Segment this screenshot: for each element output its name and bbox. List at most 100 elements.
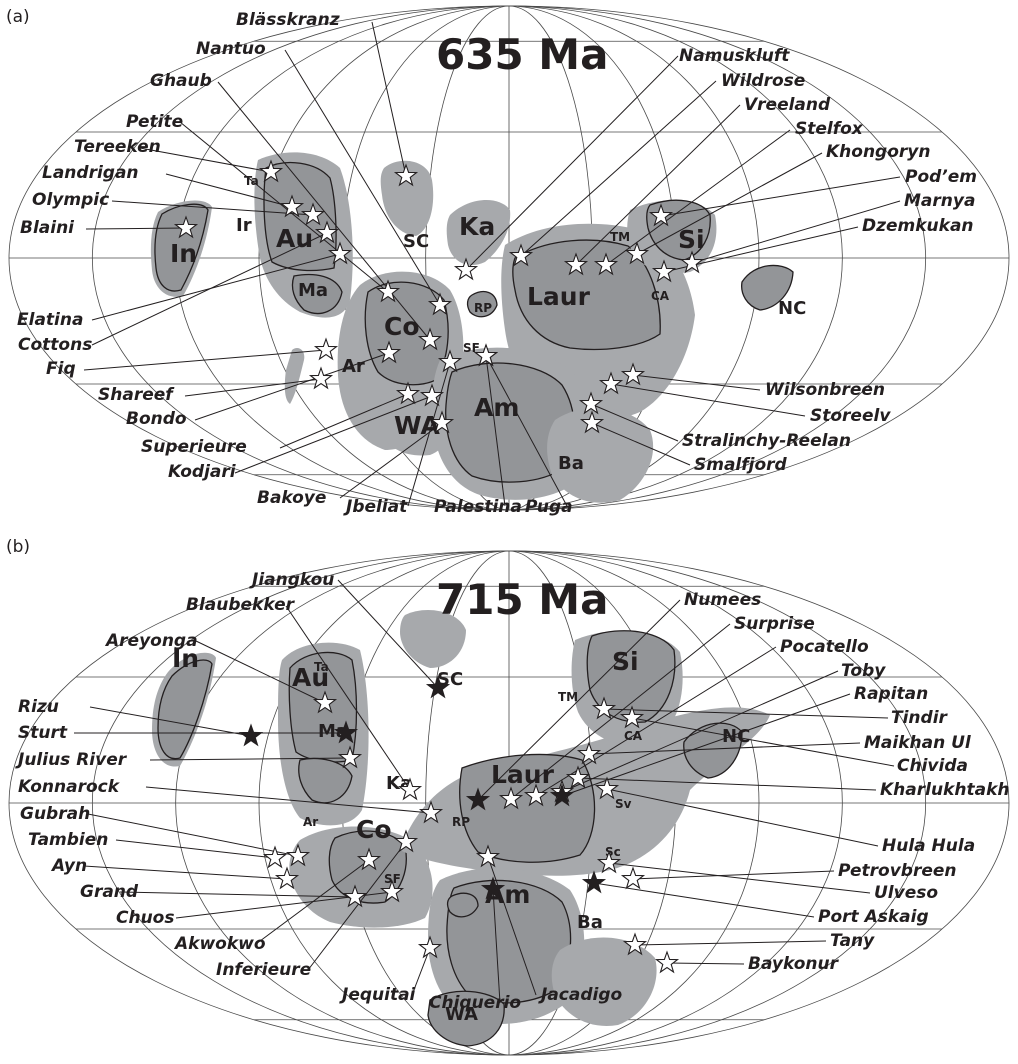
west-africa-craton	[427, 990, 505, 1047]
leader-line	[337, 579, 439, 689]
map-title: 635 Ma	[436, 30, 608, 79]
site-label: Grand	[80, 882, 139, 902]
site-label: Pocatello	[780, 637, 869, 657]
leader-line	[561, 670, 839, 793]
craton-label: NC	[722, 726, 750, 747]
site-label: Kodjari	[168, 462, 237, 482]
leader-line	[691, 200, 901, 264]
panel-letter: (b)	[6, 537, 30, 557]
site-label: Akwokwo	[173, 934, 266, 954]
craton-label: TM	[558, 690, 578, 704]
leader-line	[590, 403, 679, 442]
leader-line	[119, 891, 356, 898]
site-label: Ayn	[50, 856, 87, 876]
craton-label: Sv	[615, 797, 632, 811]
site-label: Bondo	[126, 409, 187, 429]
filled-star-icon	[582, 871, 606, 893]
site-label: Pod’em	[905, 167, 977, 187]
site-label: Tereeken	[74, 137, 161, 157]
open-star-icon	[655, 951, 679, 973]
leader-line	[631, 717, 895, 767]
site-labels: Blässkranz Nantuo Ghaub Petite Tereeken …	[17, 10, 977, 517]
open-star-icon	[314, 338, 338, 360]
site-label: Jbeliat	[343, 497, 408, 517]
leader-line	[83, 865, 288, 880]
site-label: Chivida	[897, 756, 968, 776]
site-label: Wildrose	[721, 71, 805, 91]
site-label: Namuskluft	[679, 46, 790, 66]
leader-line	[279, 393, 409, 449]
site-label: Tindir	[891, 708, 949, 728]
leader-line	[87, 813, 299, 857]
kalahari-block	[446, 200, 511, 266]
south-china-block	[380, 160, 434, 236]
leader-line	[632, 374, 761, 391]
craton-label: In	[170, 239, 197, 268]
leader-line	[603, 708, 889, 719]
rio-plata-craton	[446, 892, 479, 918]
leader-line	[91, 232, 328, 346]
leader-line	[577, 777, 877, 791]
leader-lines	[74, 579, 895, 1004]
leader-line	[591, 422, 691, 466]
craton-label: CA	[651, 289, 670, 303]
leader-line	[149, 757, 351, 761]
leader-line	[492, 888, 501, 1004]
site-label: Sturt	[18, 723, 68, 743]
site-label: Cottons	[18, 335, 92, 355]
site-label: Chuos	[116, 908, 174, 928]
baltica-block	[551, 937, 657, 1026]
leader-line	[411, 947, 431, 996]
filled-star-icon	[239, 724, 263, 746]
site-label: Smalfjord	[694, 455, 788, 475]
leader-line	[606, 788, 879, 847]
siberia-craton	[586, 630, 676, 723]
site-label: Ulveso	[874, 883, 938, 903]
leader-line	[608, 862, 871, 894]
leader-line	[85, 227, 187, 230]
mawson-craton	[291, 273, 343, 315]
craton-label: Co	[384, 312, 420, 341]
craton-label: Co	[356, 815, 392, 844]
site-label: Petrovbreen	[838, 861, 957, 881]
leader-line	[575, 104, 741, 266]
craton-label: NC	[778, 298, 806, 319]
site-label: Vreeland	[744, 95, 831, 115]
panel-a-map: (a) In Au Ir T	[6, 5, 1010, 517]
site-label: Olympic	[32, 190, 109, 210]
mawson-craton	[298, 757, 353, 804]
amazonia-craton	[446, 879, 572, 1004]
leader-line	[477, 599, 681, 801]
craton-label: SF	[384, 872, 401, 886]
site-label: Toby	[841, 661, 886, 681]
craton-label: Am	[474, 393, 519, 422]
site-label: Gubrah	[20, 804, 90, 824]
site-label: Puga	[525, 497, 573, 517]
craton-label: TM	[610, 230, 630, 244]
craton-label: In	[172, 644, 199, 673]
north-china-craton	[741, 264, 794, 311]
congo-craton	[328, 830, 407, 904]
craton-labels: In Au Ir Ta Ma SC Ka Si TM CA NC Laur Co…	[170, 174, 806, 474]
site-label: Kharlukhtakh	[880, 780, 1009, 800]
site-label: Landrigan	[42, 163, 139, 183]
leader-line	[194, 352, 390, 421]
australia-craton	[263, 161, 337, 272]
leader-line	[339, 422, 443, 499]
site-label: Wilsonbreen	[765, 380, 885, 400]
leader-line	[371, 21, 407, 177]
leader-line	[593, 882, 815, 918]
leader-line	[407, 361, 451, 507]
leader-line	[636, 152, 823, 255]
leader-line	[139, 147, 272, 173]
leader-line	[610, 383, 806, 417]
site-label: Dzemkukan	[862, 216, 974, 236]
site-label: Baykonur	[748, 954, 840, 974]
site-label: Blaubekker	[186, 595, 296, 615]
site-label: Port Askaig	[818, 907, 929, 927]
site-labels: Jiangkou Blaubekker Areyonga Rizu Sturt …	[15, 570, 1009, 1013]
craton-label: Ba	[558, 453, 584, 474]
leader-line	[165, 173, 293, 208]
